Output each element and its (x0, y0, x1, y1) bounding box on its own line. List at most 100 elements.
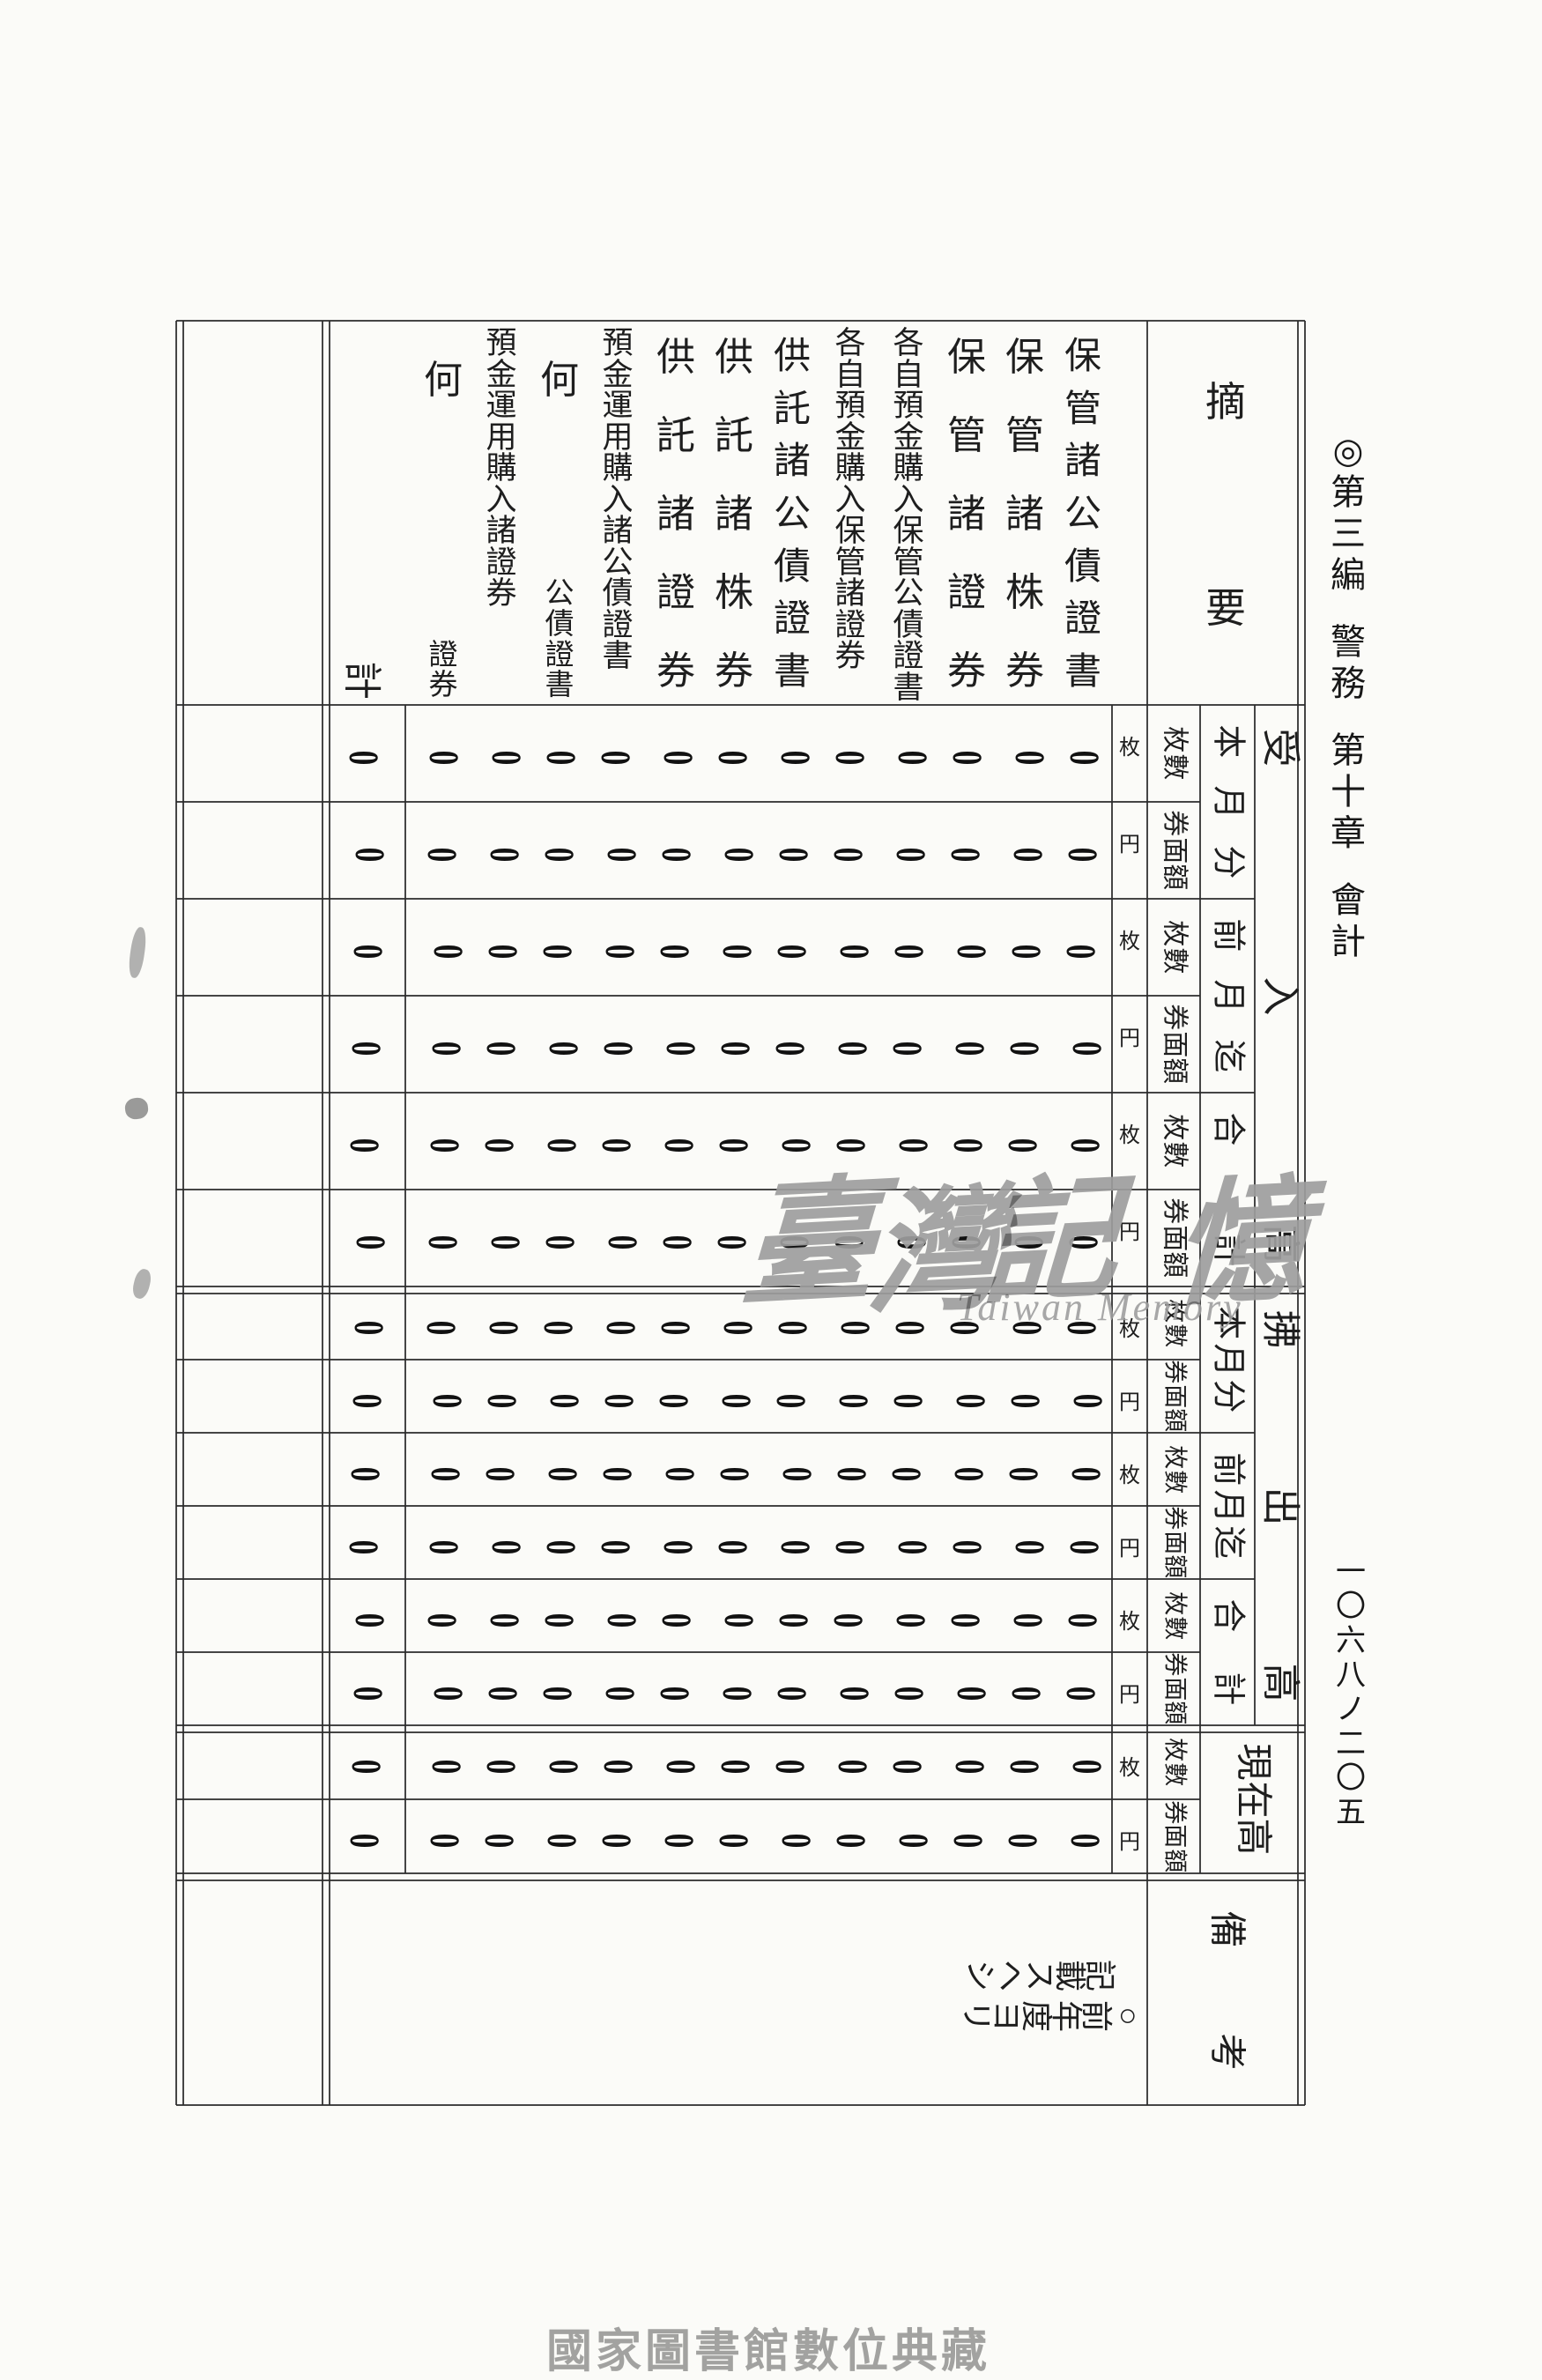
ledger-cell-zero: 0 (650, 1686, 697, 1701)
ledger-cell-zero: 0 (1061, 1833, 1108, 1849)
ledger-cell-zero: 0 (539, 1759, 586, 1775)
ledger-cell-zero: 0 (533, 1686, 580, 1701)
ledger-cell-zero: 0 (653, 1234, 700, 1250)
subcolumn-header: 枚數 (1160, 1738, 1188, 1787)
ledger-cell-zero: 0 (652, 1613, 699, 1627)
ledger-cell-zero: 0 (540, 1393, 587, 1408)
ledger-cell-zero: 0 (1005, 750, 1052, 766)
ledger-cell-zero: 0 (536, 1234, 582, 1250)
table-rule (176, 704, 1305, 706)
ledger-cell-zero: 0 (944, 1138, 990, 1153)
ledger-cell-zero: 0 (656, 1759, 703, 1775)
table-rule (176, 1872, 1305, 1874)
table-rule (176, 1731, 1305, 1733)
ledger-cell-zero: 0 (417, 1320, 463, 1335)
table-rule (176, 898, 1255, 900)
column-header-summary: 摘要 (1205, 380, 1246, 631)
ledger-cell-zero: 0 (943, 1539, 990, 1554)
ledger-cell-zero: 0 (715, 847, 761, 863)
ledger-cell-zero: 0 (941, 1613, 988, 1627)
subcolumn-header: 券面額 (1160, 1197, 1190, 1279)
subcolumn-header: 枚數 (1160, 726, 1190, 781)
group-header-1-2: 合計 (1209, 1598, 1247, 1706)
ledger-cell-zero: 0 (885, 944, 931, 960)
unit-marker: 枚 (1119, 930, 1140, 953)
table-rule (176, 1189, 1200, 1190)
row-label-item: 各自預金購入保管諸證券 (834, 326, 866, 674)
ledger-cell-zero: 0 (418, 1613, 464, 1627)
ledger-cell-zero: 0 (591, 750, 638, 766)
archive-caption: 國家圖書館數位典藏 (546, 2327, 991, 2377)
unit-marker: 円 (1119, 1831, 1140, 1854)
ledger-cell-zero: 0 (769, 847, 816, 863)
ledger-cell-zero: 0 (710, 1466, 757, 1481)
ledger-cell-zero: 0 (481, 1234, 528, 1250)
table-rule (322, 321, 323, 2105)
row-label-item: 供託諸株券 (715, 336, 753, 693)
ledger-cell-zero: 0 (597, 847, 644, 863)
unit-marker: 円 (1119, 834, 1140, 856)
subcolumn-header: 券面額 (1160, 1652, 1188, 1725)
ledger-cell-zero: 0 (478, 1393, 524, 1408)
ledger-cell-zero: 0 (596, 944, 642, 960)
ledger-cell-zero: 0 (886, 1320, 932, 1335)
row-label-item: 預金運用購入諸證券 (486, 326, 517, 612)
ledger-cell-zero: 0 (594, 1041, 641, 1057)
ledger-cell-zero: 0 (422, 1041, 469, 1057)
ledger-cell-zero: 0 (830, 1686, 877, 1701)
ledger-cell-zero: 0 (593, 1466, 640, 1481)
ledger-cell-zero: 0 (940, 1320, 987, 1335)
table-rule (176, 1724, 1305, 1726)
group-header-0-0: 本月分 (1209, 724, 1247, 879)
ledger-cell-zero: 0 (826, 1539, 872, 1554)
ledger-cell-zero: 0 (714, 1320, 760, 1335)
ledger-cell-zero: 0 (423, 1393, 470, 1408)
ledger-cell-zero: 0 (535, 1613, 582, 1627)
ledger-cell-zero: 0 (712, 1393, 759, 1408)
ledger-cell-zero: 0 (592, 1138, 639, 1153)
group-header-0-1: 前月迄 (1209, 918, 1247, 1073)
ledger-cell-zero: 0 (1058, 847, 1105, 863)
ledger-cell-zero: 0 (475, 1138, 522, 1153)
ledger-cell-zero: 0 (767, 1393, 813, 1408)
ledger-cell-zero: 0 (826, 750, 872, 766)
ledger-cell-zero: 0 (828, 1759, 875, 1775)
ledger-cell-zero: 0 (830, 944, 877, 960)
ledger-cell-zero: 0 (827, 1466, 874, 1481)
ledger-cell-zero: 0 (886, 1613, 933, 1627)
ledger-cell-zero: 0 (1005, 1539, 1052, 1554)
ledger-cell-zero: 0 (888, 750, 935, 766)
ledger-cell-zero: 0 (889, 1833, 936, 1849)
ledger-cell-zero: 0 (480, 847, 527, 863)
ledger-cell-zero: 0 (655, 1138, 701, 1153)
ledger-cell-zero: 0 (654, 1539, 701, 1554)
ledger-cell-zero: 0 (824, 847, 871, 863)
table-rule (176, 1578, 1255, 1580)
table-rule (176, 1798, 1200, 1800)
section-header-1: 拂出高 (1258, 1309, 1302, 1702)
ledger-cell-zero: 0 (1000, 1041, 1047, 1057)
ledger-cell-zero: 0 (945, 1759, 992, 1775)
ledger-cell-zero: 0 (709, 1833, 756, 1849)
row-label-item: 何證券 (424, 359, 463, 702)
table-rule (1304, 321, 1306, 2105)
ledger-cell-zero: 0 (656, 1466, 702, 1481)
ledger-cell-zero: 0 (419, 1539, 466, 1554)
ledger-cell-zero: 0 (1062, 1466, 1108, 1481)
ledger-cell-zero: 0 (1061, 1138, 1108, 1153)
ledger-cell-zero: 0 (770, 1234, 817, 1250)
ledger-cell-zero: 0 (825, 1234, 871, 1250)
table-rule (176, 1505, 1200, 1507)
ledger-cell-zero: 0 (1057, 1320, 1104, 1335)
ledger-cell-zero: 0 (339, 1539, 386, 1554)
ledger-cell-zero: 0 (773, 1466, 819, 1481)
ledger-cell-zero: 0 (421, 1466, 468, 1481)
ledger-cell-zero: 0 (888, 1539, 935, 1554)
ledger-cell-zero: 0 (1001, 1393, 1048, 1408)
ledger-cell-zero: 0 (768, 1320, 815, 1335)
ledger-cell-zero: 0 (999, 1466, 1046, 1481)
ledger-cell-zero: 0 (884, 1393, 930, 1408)
ledger-cell-zero: 0 (831, 1320, 878, 1335)
unit-marker: 枚 (1119, 1757, 1140, 1780)
ledger-cell-zero: 0 (945, 1466, 991, 1481)
